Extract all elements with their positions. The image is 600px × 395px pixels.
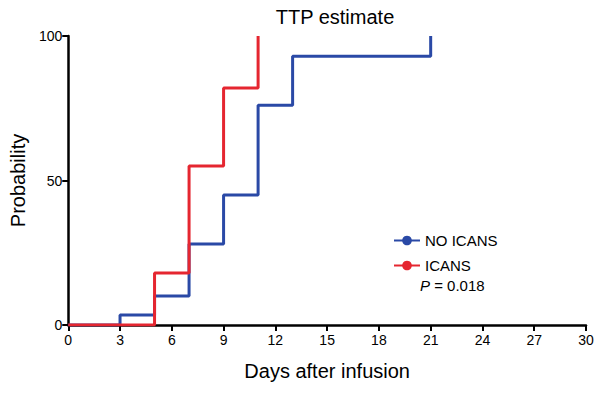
svg-text:Days after infusion: Days after infusion xyxy=(244,360,410,382)
svg-text:12: 12 xyxy=(268,332,284,348)
svg-text:24: 24 xyxy=(475,332,491,348)
svg-text:Probability: Probability xyxy=(7,134,29,227)
svg-text:ICANS: ICANS xyxy=(425,257,471,274)
svg-text:18: 18 xyxy=(371,332,387,348)
svg-text:9: 9 xyxy=(220,332,228,348)
svg-text:27: 27 xyxy=(526,332,542,348)
svg-text:21: 21 xyxy=(423,332,439,348)
svg-text:30: 30 xyxy=(578,332,594,348)
svg-text:NO ICANS: NO ICANS xyxy=(425,232,498,249)
svg-text:= 0.018: = 0.018 xyxy=(430,277,485,294)
svg-text:100: 100 xyxy=(39,28,63,44)
svg-text:50: 50 xyxy=(47,173,63,189)
svg-text:TTP estimate: TTP estimate xyxy=(276,6,395,28)
svg-text:P: P xyxy=(420,277,430,294)
svg-text:3: 3 xyxy=(116,332,124,348)
svg-text:0: 0 xyxy=(54,317,62,333)
svg-text:6: 6 xyxy=(168,332,176,348)
svg-text:15: 15 xyxy=(319,332,335,348)
svg-text:0: 0 xyxy=(64,332,72,348)
